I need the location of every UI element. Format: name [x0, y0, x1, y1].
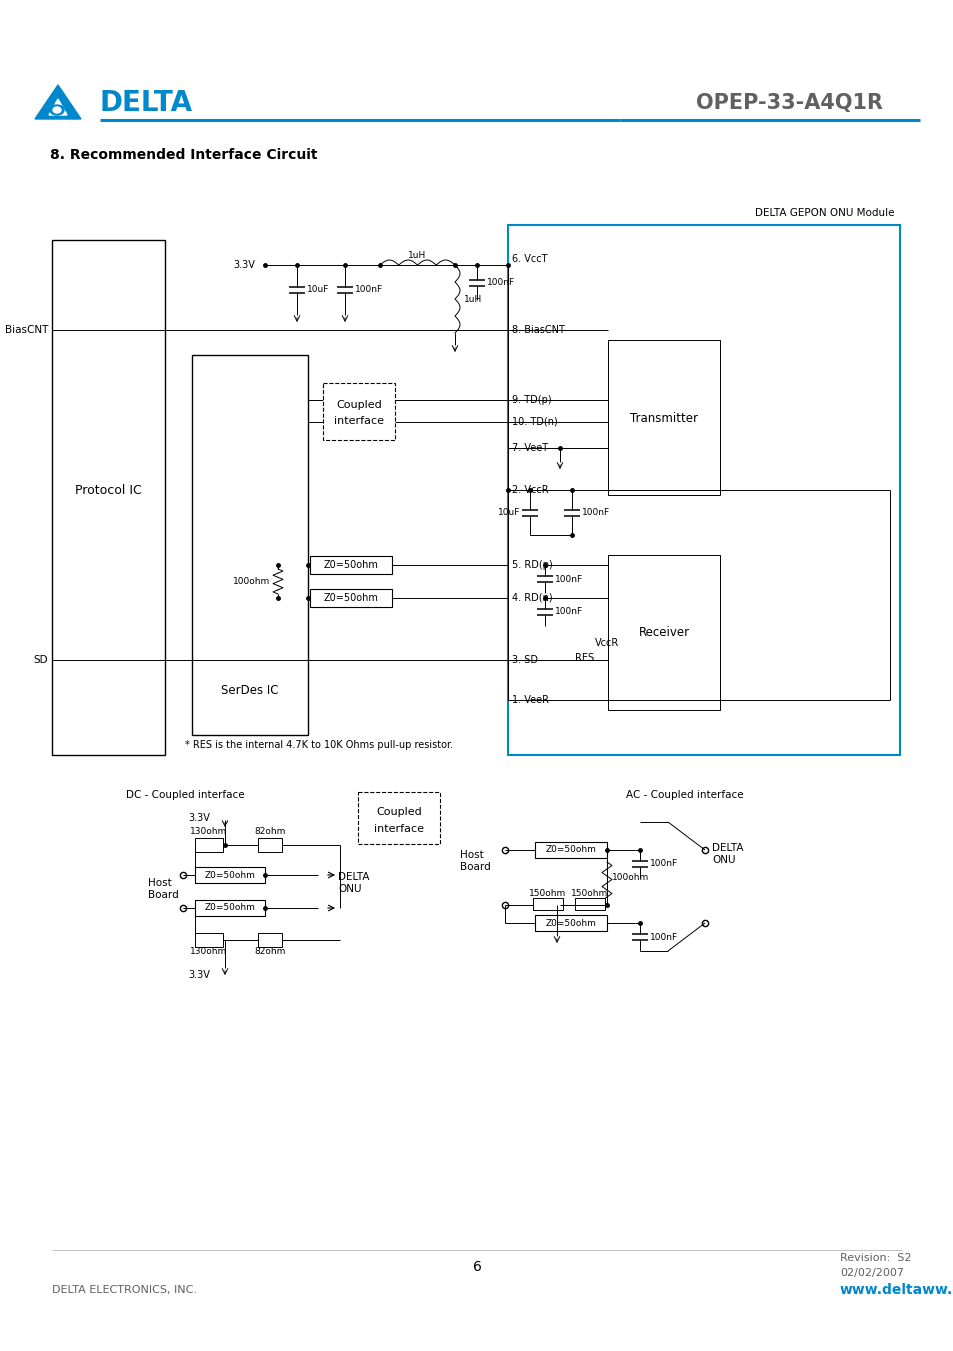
Text: 02/02/2007: 02/02/2007 [840, 1269, 903, 1278]
Text: 3. SD: 3. SD [512, 655, 537, 665]
Text: 6: 6 [472, 1260, 481, 1274]
Text: Z0=50ohm: Z0=50ohm [323, 561, 378, 570]
Text: interface: interface [374, 824, 423, 834]
Polygon shape [49, 99, 67, 115]
Text: ONU: ONU [337, 884, 361, 894]
Text: 10. TD(n): 10. TD(n) [512, 417, 558, 427]
Text: 130ohm: 130ohm [191, 947, 228, 957]
Text: Z0=50ohm: Z0=50ohm [323, 593, 378, 603]
Text: DELTA GEPON ONU Module: DELTA GEPON ONU Module [755, 208, 894, 218]
Text: Z0=50ohm: Z0=50ohm [204, 870, 255, 880]
Text: 9. TD(p): 9. TD(p) [512, 394, 551, 405]
Bar [310, 589, 392, 607]
Bar [192, 355, 308, 735]
Text: DELTA: DELTA [100, 89, 193, 118]
Text: RES: RES [575, 653, 594, 663]
Text: SD: SD [33, 655, 48, 665]
Text: 3.3V: 3.3V [188, 813, 210, 823]
Text: Coupled: Coupled [335, 400, 381, 409]
Text: 150ohm: 150ohm [529, 889, 566, 897]
Bar [257, 838, 282, 852]
Bar [194, 838, 223, 852]
Bar [607, 555, 720, 711]
Text: AC - Coupled interface: AC - Coupled interface [625, 790, 743, 800]
Bar [575, 898, 604, 911]
Text: Receiver: Receiver [638, 626, 689, 639]
Text: 1. VeeR: 1. VeeR [512, 694, 548, 705]
Text: ONU: ONU [711, 855, 735, 865]
Text: www.deltaww.com: www.deltaww.com [840, 1283, 953, 1297]
Text: 8. BiasCNT: 8. BiasCNT [512, 326, 564, 335]
Text: 82ohm: 82ohm [254, 947, 285, 957]
Text: Host: Host [459, 850, 483, 861]
Text: 5. RD(p): 5. RD(p) [512, 561, 552, 570]
Polygon shape [35, 85, 81, 119]
Text: * RES is the internal 4.7K to 10K Ohms pull-up resistor.: * RES is the internal 4.7K to 10K Ohms p… [185, 740, 453, 750]
Text: 1uH: 1uH [408, 251, 426, 261]
Text: Host: Host [148, 878, 172, 888]
Text: BiasCNT: BiasCNT [5, 326, 48, 335]
Text: Transmitter: Transmitter [629, 412, 698, 424]
Text: Z0=50ohm: Z0=50ohm [545, 846, 596, 854]
Text: OPEP-33-A4Q1R: OPEP-33-A4Q1R [696, 93, 882, 113]
Text: DELTA: DELTA [337, 871, 369, 882]
Text: 3.3V: 3.3V [233, 259, 254, 270]
Text: Board: Board [148, 890, 178, 900]
Text: Protocol IC: Protocol IC [75, 484, 142, 497]
Text: SerDes IC: SerDes IC [221, 684, 278, 697]
Text: 150ohm: 150ohm [571, 889, 608, 897]
Text: 10uF: 10uF [307, 285, 329, 295]
Text: 10uF: 10uF [497, 508, 519, 517]
Text: 2. VccR: 2. VccR [512, 485, 548, 494]
Text: Revision:  S2: Revision: S2 [840, 1252, 910, 1263]
Text: 100nF: 100nF [486, 278, 515, 286]
Text: VccR: VccR [595, 638, 618, 648]
Text: 82ohm: 82ohm [254, 827, 285, 835]
Bar [194, 934, 223, 947]
Bar [607, 340, 720, 494]
Text: DC - Coupled interface: DC - Coupled interface [126, 790, 244, 800]
Text: 100nF: 100nF [649, 859, 678, 869]
Text: DELTA: DELTA [711, 843, 742, 852]
Bar [533, 898, 562, 911]
Text: Z0=50ohm: Z0=50ohm [545, 919, 596, 928]
Text: 8. Recommended Interface Circuit: 8. Recommended Interface Circuit [50, 149, 317, 162]
Text: 100nF: 100nF [581, 508, 610, 517]
Text: 3.3V: 3.3V [188, 970, 210, 979]
Text: interface: interface [334, 416, 384, 426]
Bar [310, 557, 392, 574]
Text: 1uH: 1uH [463, 295, 482, 304]
Text: 100ohm: 100ohm [612, 873, 649, 881]
Text: 100nF: 100nF [355, 285, 383, 295]
Text: 130ohm: 130ohm [191, 827, 228, 835]
Text: 100nF: 100nF [649, 932, 678, 942]
Text: 4. RD(n): 4. RD(n) [512, 593, 552, 603]
Text: 100ohm: 100ohm [233, 577, 270, 586]
Ellipse shape [50, 105, 64, 115]
Bar [323, 382, 395, 440]
Bar [535, 915, 606, 931]
Bar [535, 842, 606, 858]
Text: 100nF: 100nF [555, 608, 582, 616]
Bar [357, 792, 439, 844]
Text: DELTA ELECTRONICS, INC.: DELTA ELECTRONICS, INC. [52, 1285, 196, 1296]
Text: Coupled: Coupled [375, 807, 421, 817]
Bar [507, 226, 899, 755]
Text: Board: Board [459, 862, 490, 871]
Text: 100nF: 100nF [555, 574, 582, 584]
Ellipse shape [53, 107, 61, 113]
Bar [194, 867, 265, 884]
Text: 6. VccT: 6. VccT [512, 254, 547, 263]
Text: 7. VeeT: 7. VeeT [512, 443, 548, 453]
Bar [194, 900, 265, 916]
Text: Z0=50ohm: Z0=50ohm [204, 904, 255, 912]
Bar [257, 934, 282, 947]
Bar [52, 240, 165, 755]
